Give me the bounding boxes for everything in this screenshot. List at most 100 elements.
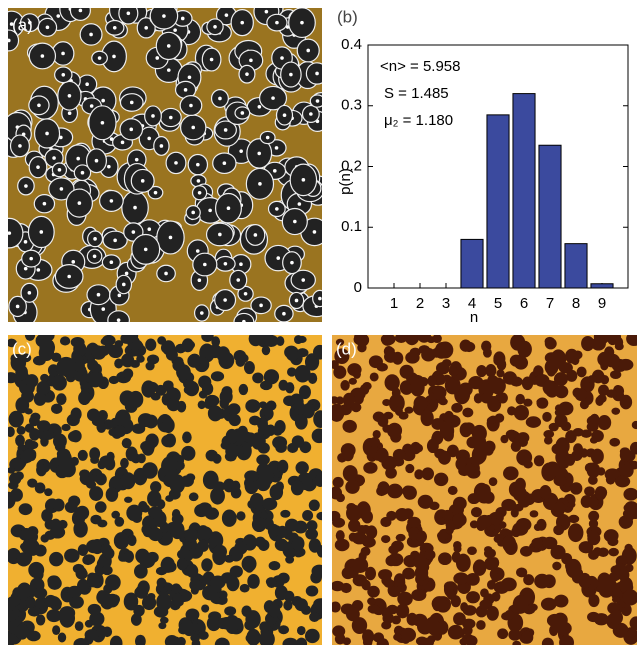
- texture-cell: [597, 394, 607, 403]
- texture-cell: [176, 364, 191, 381]
- texture-dot: [191, 210, 195, 215]
- texture-dot: [109, 260, 114, 265]
- texture-cell: [265, 577, 277, 587]
- texture-cell: [185, 608, 200, 621]
- texture-dot: [116, 318, 121, 322]
- texture-cell: [459, 638, 468, 645]
- texture-cell: [542, 411, 552, 422]
- texture-cell: [297, 335, 307, 343]
- texture-cell: [486, 416, 497, 425]
- bar-chart: 0 0.1 0.2 0.3 0.4 1 2 3 4 5 6 7 8 9 n p(n) <n> = 5.958 S …: [337, 36, 629, 326]
- texture-cell: [407, 516, 421, 528]
- texture-cell: [28, 561, 45, 579]
- texture-cell: [272, 436, 288, 450]
- texture-cell: [553, 475, 567, 487]
- texture-cell: [510, 508, 519, 518]
- texture-cell: [410, 378, 425, 397]
- texture-cell: [256, 454, 270, 466]
- texture-cell: [448, 367, 459, 377]
- texture-cell: [606, 389, 618, 398]
- texture-cell: [149, 8, 179, 30]
- texture-cell: [57, 632, 67, 643]
- texture-dot: [133, 205, 137, 210]
- texture-cell: [42, 430, 55, 440]
- texture-cell: [67, 430, 81, 443]
- texture-cell: [233, 312, 255, 322]
- texture-cell: [136, 355, 145, 363]
- texture-cell: [305, 528, 319, 540]
- texture-cell: [576, 366, 587, 378]
- texture-cell: [386, 510, 397, 521]
- texture-cell: [395, 533, 406, 542]
- texture-cell: [332, 360, 339, 370]
- texture-cell: [21, 551, 33, 565]
- texture-dot: [293, 219, 297, 224]
- texture-dot: [240, 111, 245, 115]
- texture-cell: [308, 499, 320, 512]
- texture-cell: [362, 629, 375, 644]
- texture-cell: [446, 589, 456, 599]
- texture-cell: [376, 362, 388, 372]
- texture-dot: [42, 201, 47, 206]
- texture-cell: [181, 445, 196, 461]
- texture-cell: [201, 604, 210, 613]
- texture-cell: [56, 449, 72, 469]
- texture-cell: [285, 518, 299, 532]
- texture-cell: [187, 354, 201, 368]
- texture-cell: [126, 504, 143, 522]
- texture-cell: [36, 420, 51, 432]
- texture-cell: [417, 335, 431, 343]
- texture-dot: [89, 104, 94, 108]
- texture-cell: [225, 428, 239, 444]
- texture-cell: [629, 616, 637, 631]
- texture-cell: [477, 514, 492, 528]
- texture-cell: [275, 481, 284, 492]
- panel-label: (d): [336, 339, 357, 358]
- texture-cell: [120, 457, 129, 469]
- texture-cell: [229, 565, 243, 578]
- texture-cell: [353, 335, 370, 346]
- texture-cell: [469, 520, 479, 529]
- texture-cell: [584, 462, 597, 473]
- texture-dot: [276, 256, 281, 260]
- texture-dot: [196, 162, 200, 167]
- texture-dot: [129, 127, 134, 132]
- texture-dot: [189, 103, 193, 108]
- texture-dot: [61, 72, 66, 77]
- texture-cell: [462, 341, 476, 353]
- texture-dot: [309, 112, 313, 116]
- texture-cell: [438, 398, 448, 406]
- texture-cell: [551, 613, 568, 631]
- texture-dot: [94, 158, 99, 163]
- texture-dot: [117, 293, 122, 298]
- annotation: <n> = 5.958: [380, 58, 461, 75]
- texture-cell: [367, 597, 376, 606]
- texture-cell: [521, 630, 534, 644]
- texture-cell: [383, 578, 395, 588]
- texture-cell: [170, 521, 185, 540]
- texture-cell: [127, 534, 137, 546]
- texture-dot: [96, 292, 101, 297]
- texture-cell: [111, 510, 120, 519]
- texture-cell: [155, 384, 167, 396]
- texture-dot: [169, 115, 173, 120]
- texture-cell: [510, 440, 522, 452]
- texture-cell: [346, 504, 362, 522]
- texture-cell: [483, 548, 496, 559]
- texture-dot: [222, 161, 227, 166]
- texture-cell: [405, 463, 415, 474]
- texture-cell: [543, 429, 555, 439]
- texture-cell: [626, 629, 637, 638]
- texture-cell: [228, 413, 241, 427]
- texture-cell: [309, 611, 320, 622]
- texture-cell: [332, 403, 345, 422]
- texture-cell: [393, 573, 406, 588]
- texture-dot: [45, 131, 49, 136]
- texture-cell: [568, 514, 580, 524]
- texture-cell: [483, 440, 496, 453]
- texture-cell: [16, 426, 26, 435]
- texture-cell: [512, 640, 521, 645]
- texture-cell: [33, 587, 48, 599]
- texture-cell: [473, 393, 483, 404]
- texture-cell: [494, 533, 505, 542]
